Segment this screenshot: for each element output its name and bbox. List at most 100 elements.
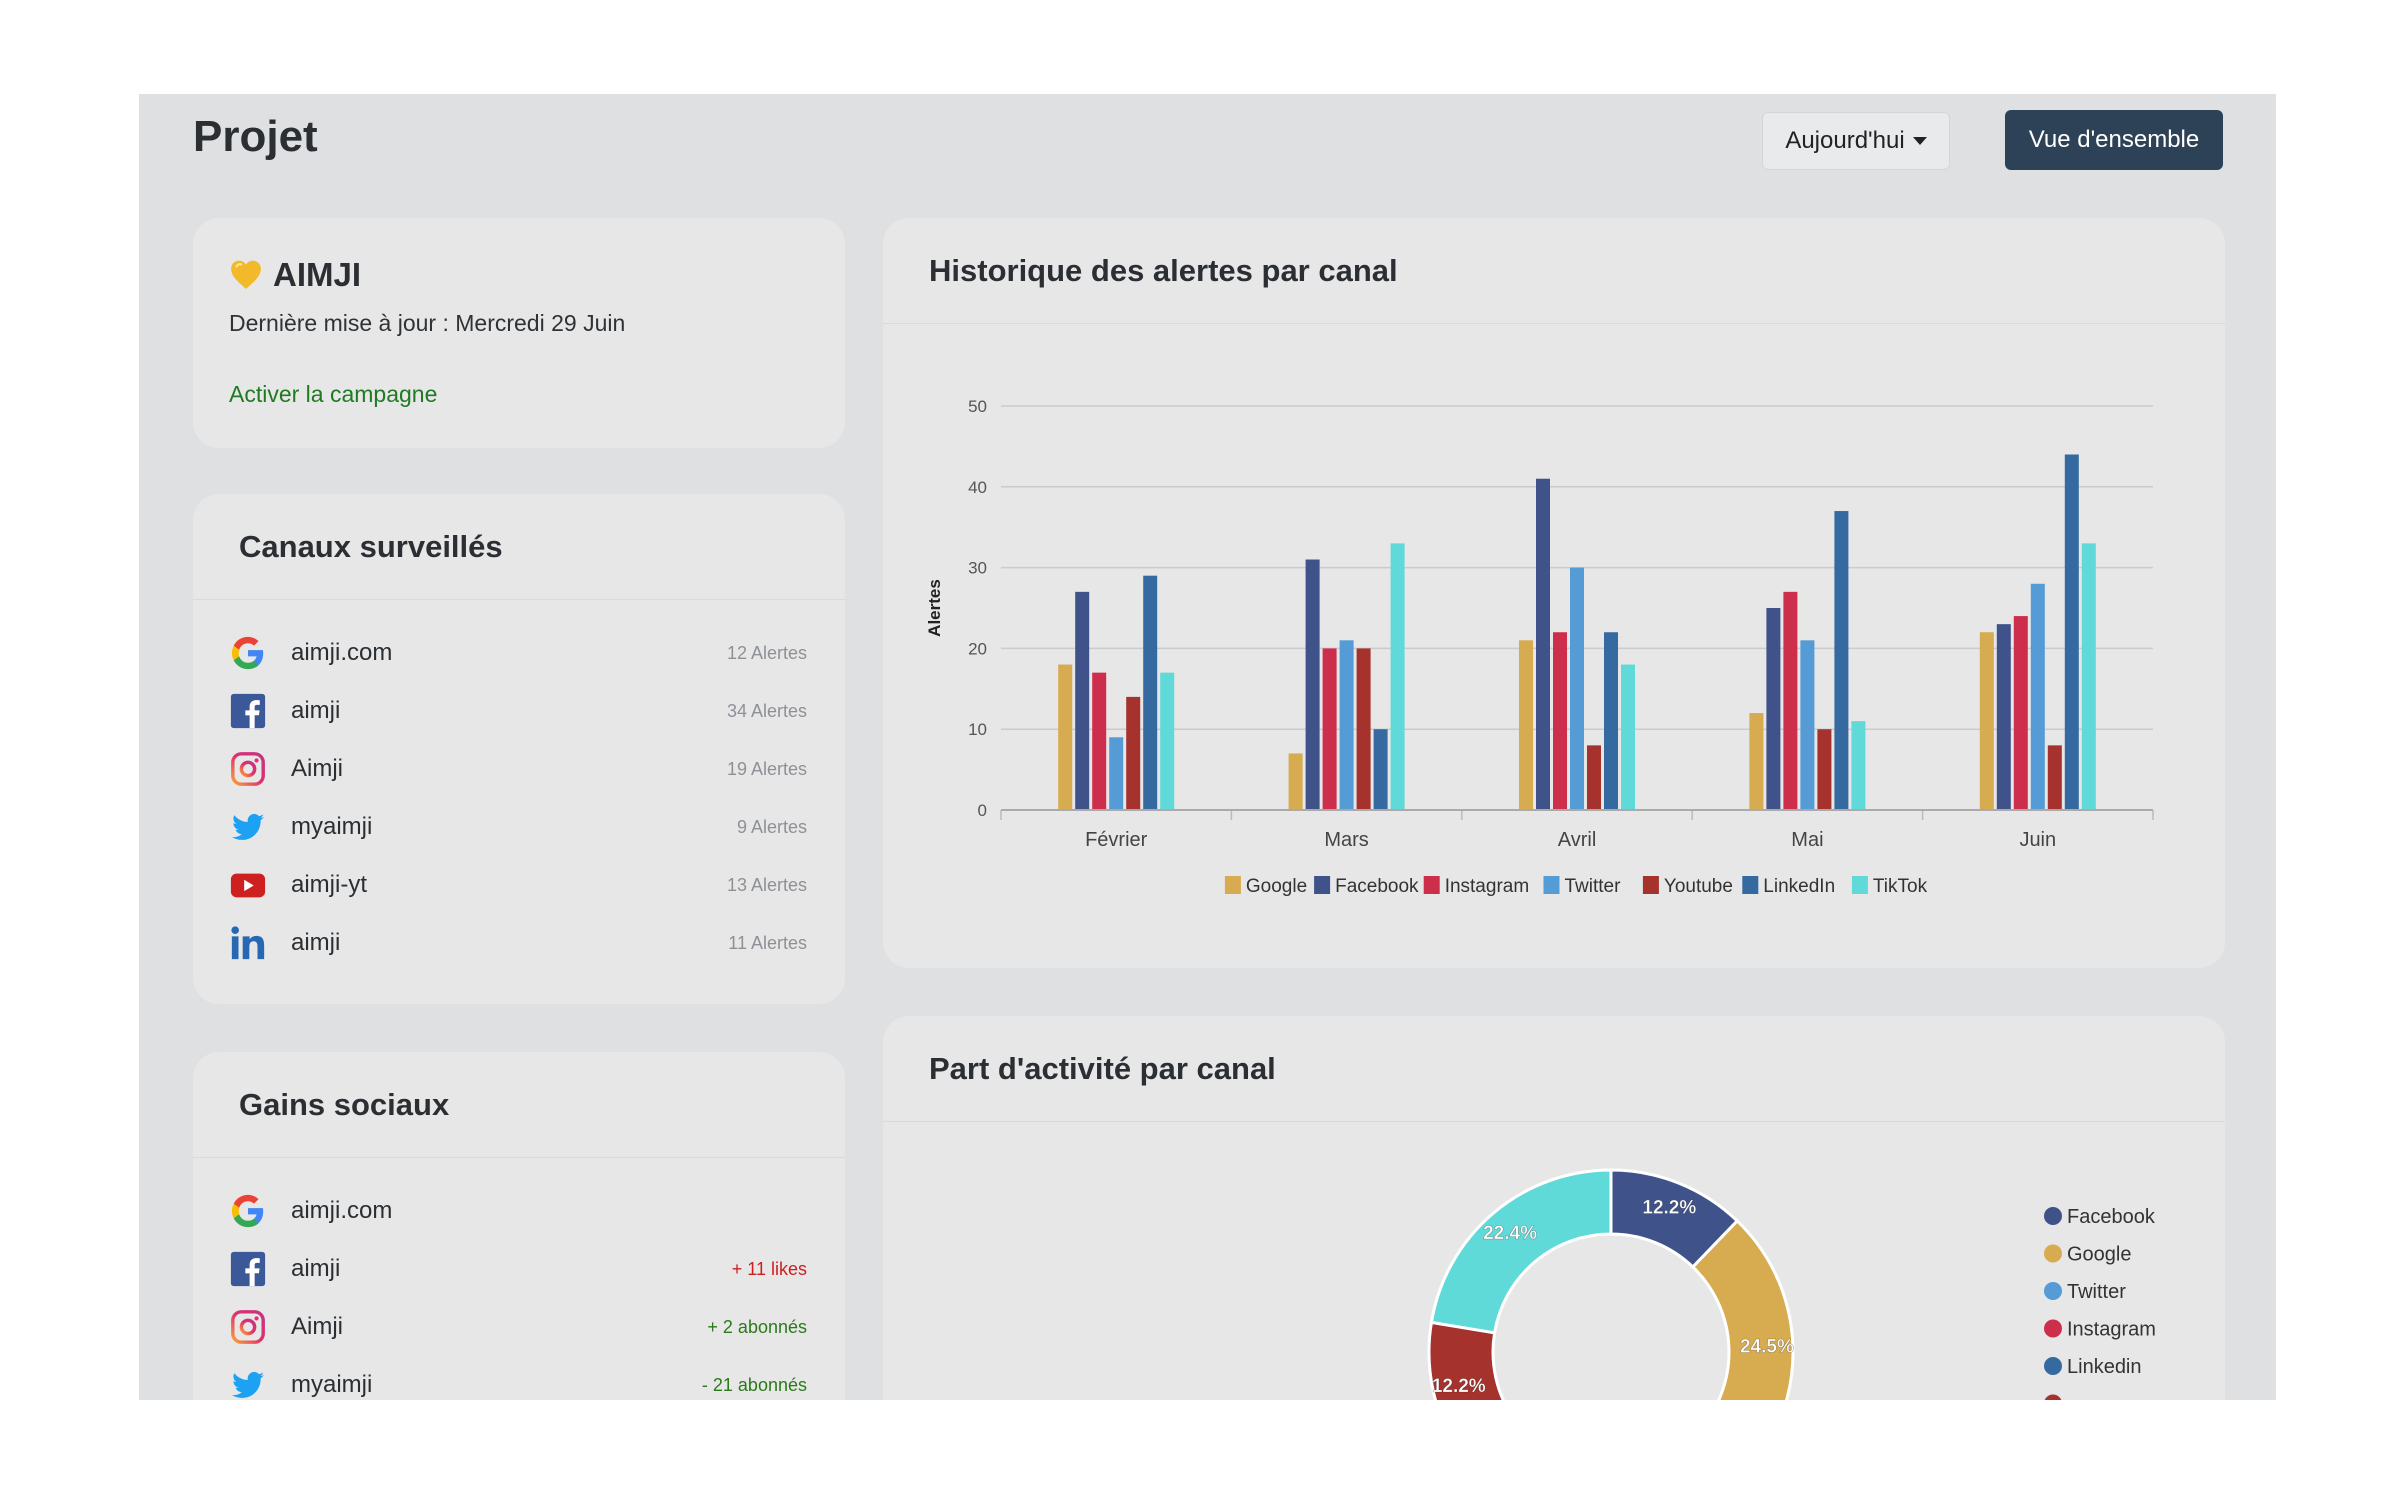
slice-label: 22.4% xyxy=(1483,1223,1537,1244)
activity-share-card: Part d'activité par canal 12.2% 24.5% 12.2… xyxy=(883,1016,2225,1400)
twitter-icon xyxy=(229,808,267,846)
bar-facebook-mai[interactable] xyxy=(1766,608,1781,810)
legend-swatch xyxy=(1543,876,1560,894)
bar-youtube-juin[interactable] xyxy=(2047,745,2062,810)
x-tick-label: Avril xyxy=(1558,829,1597,851)
bar-facebook-février[interactable] xyxy=(1075,591,1090,810)
x-tick-label: Février xyxy=(1085,829,1148,851)
bar-facebook-mars[interactable] xyxy=(1305,559,1320,810)
bar-tiktok-mars[interactable] xyxy=(1390,543,1405,810)
slice-label: 12.2% xyxy=(1642,1197,1696,1218)
google-icon xyxy=(229,634,267,672)
y-tick-label: 0 xyxy=(978,801,987,820)
gains-list: aimji.com aimji + 11 likes Aimji + 2 abonnés… xyxy=(229,1182,807,1400)
bar-google-mars[interactable] xyxy=(1288,753,1303,810)
date-filter-label: Aujourd'hui xyxy=(1785,127,1905,154)
channel-name: aimji.com xyxy=(291,639,393,666)
legend-swatch xyxy=(1314,876,1331,894)
legend-label[interactable]: TikTok xyxy=(1873,876,1928,897)
y-tick-label: 40 xyxy=(968,478,987,497)
list-item[interactable]: aimji.com 12 Alertes xyxy=(229,624,807,682)
bar-linkedin-avril[interactable] xyxy=(1604,632,1618,810)
bar-google-avril[interactable] xyxy=(1519,640,1533,810)
slice-label: 24.5% xyxy=(1740,1337,1794,1358)
overview-button[interactable]: Vue d'ensemble xyxy=(2005,110,2223,170)
channel-value: 9 Alertes xyxy=(736,816,807,837)
channel-name: Aimji xyxy=(291,755,343,782)
bar-youtube-avril[interactable] xyxy=(1587,745,1601,810)
legend-label[interactable]: LinkedIn xyxy=(1763,876,1835,897)
bar-facebook-juin[interactable] xyxy=(1996,624,2011,810)
social-gains-card: Gains sociaux aimji.com aimji + 11 likes Ai… xyxy=(193,1052,845,1400)
slice-google[interactable] xyxy=(1690,1218,1795,1400)
legend-swatch xyxy=(1224,876,1241,894)
list-item[interactable]: aimji + 11 likes xyxy=(229,1240,807,1298)
legend-label[interactable]: Facebook xyxy=(2067,1206,2156,1228)
bar-twitter-mai[interactable] xyxy=(1800,640,1815,810)
bar-google-juin[interactable] xyxy=(1979,632,1994,810)
bar-linkedin-juin[interactable] xyxy=(2064,454,2079,810)
bar-tiktok-avril[interactable] xyxy=(1621,664,1635,810)
channel-name: myaimji xyxy=(291,1371,373,1398)
project-name: AIMJI xyxy=(229,256,361,294)
project-card: AIMJI Dernière mise à jour : Mercredi 29… xyxy=(193,218,845,448)
bar-instagram-avril[interactable] xyxy=(1553,632,1567,810)
bar-youtube-mars[interactable] xyxy=(1356,648,1371,810)
last-update-text: Dernière mise à jour : Mercredi 29 Juin xyxy=(229,310,626,336)
legend-label[interactable]: Facebook xyxy=(1335,876,1419,897)
channel-value: - 21 abonnés xyxy=(701,1374,807,1395)
bar-tiktok-mai[interactable] xyxy=(1851,721,1866,810)
social-gains-title: Gains sociaux xyxy=(193,1052,845,1158)
legend-swatch xyxy=(1423,876,1440,894)
list-item[interactable]: Aimji + 2 abonnés xyxy=(229,1298,807,1356)
bar-tiktok-juin[interactable] xyxy=(2081,543,2096,810)
bar-google-mai[interactable] xyxy=(1749,713,1764,810)
slice-tiktok[interactable] xyxy=(1429,1168,1613,1335)
date-filter-dropdown[interactable]: Aujourd'hui xyxy=(1762,112,1950,170)
y-tick-label: 20 xyxy=(968,639,987,658)
bar-linkedin-mars[interactable] xyxy=(1373,729,1388,810)
bar-instagram-mars[interactable] xyxy=(1322,648,1337,810)
legend-label[interactable]: Twitter xyxy=(2067,1281,2126,1303)
activate-campaign-link[interactable]: Activer la campagne xyxy=(229,381,438,407)
legend-label[interactable]: Linkedin xyxy=(2067,1356,2142,1378)
legend-label[interactable]: Google xyxy=(2067,1244,2132,1266)
legend-dot xyxy=(2044,1282,2062,1300)
legend-label[interactable]: Google xyxy=(1246,876,1307,897)
x-tick-label: Mars xyxy=(1324,829,1368,851)
legend-label[interactable]: Twitter xyxy=(1565,876,1622,897)
list-item[interactable]: aimji-yt 13 Alertes xyxy=(229,856,807,914)
bar-twitter-février[interactable] xyxy=(1109,737,1124,810)
channel-name: myaimji xyxy=(291,813,373,840)
legend-dot xyxy=(2044,1207,2062,1225)
bar-google-février[interactable] xyxy=(1058,664,1073,810)
list-item[interactable]: myaimji 9 Alertes xyxy=(229,798,807,856)
legend-swatch xyxy=(1851,876,1868,894)
list-item[interactable]: aimji.com xyxy=(229,1182,807,1240)
bar-twitter-juin[interactable] xyxy=(2030,583,2045,810)
alerts-bar-chart: 0 10 20 30 40 50 Alertes Février Mars Avril Mai Jui… xyxy=(925,397,2154,897)
bar-instagram-juin[interactable] xyxy=(2013,616,2028,810)
legend-label[interactable]: Youtube xyxy=(1664,876,1733,897)
bar-linkedin-mai[interactable] xyxy=(1834,511,1849,810)
bar-instagram-février[interactable] xyxy=(1092,672,1107,810)
bar-tiktok-février[interactable] xyxy=(1160,672,1175,810)
channel-value: + 2 abonnés xyxy=(707,1316,807,1337)
bar-instagram-mai[interactable] xyxy=(1783,591,1798,810)
legend-label[interactable]: Instagram xyxy=(1445,876,1529,897)
y-tick-label: 10 xyxy=(968,720,987,739)
list-item[interactable]: Aimji 19 Alertes xyxy=(229,740,807,798)
bar-facebook-avril[interactable] xyxy=(1536,478,1550,810)
bar-linkedin-février[interactable] xyxy=(1143,575,1158,810)
bar-youtube-mai[interactable] xyxy=(1817,729,1832,810)
list-item[interactable]: myaimji - 21 abonnés xyxy=(229,1356,807,1400)
legend-dot xyxy=(2044,1394,2062,1400)
bar-youtube-février[interactable] xyxy=(1126,696,1141,810)
list-item[interactable]: aimji 34 Alertes xyxy=(229,682,807,740)
legend-label[interactable]: Instagram xyxy=(2067,1319,2156,1341)
slice-label: 12.2% xyxy=(1432,1376,1486,1397)
channel-value: 34 Alertes xyxy=(726,700,807,721)
bar-twitter-avril[interactable] xyxy=(1570,567,1584,810)
bar-twitter-mars[interactable] xyxy=(1339,640,1354,810)
list-item[interactable]: aimji 11 Alertes xyxy=(229,914,807,972)
